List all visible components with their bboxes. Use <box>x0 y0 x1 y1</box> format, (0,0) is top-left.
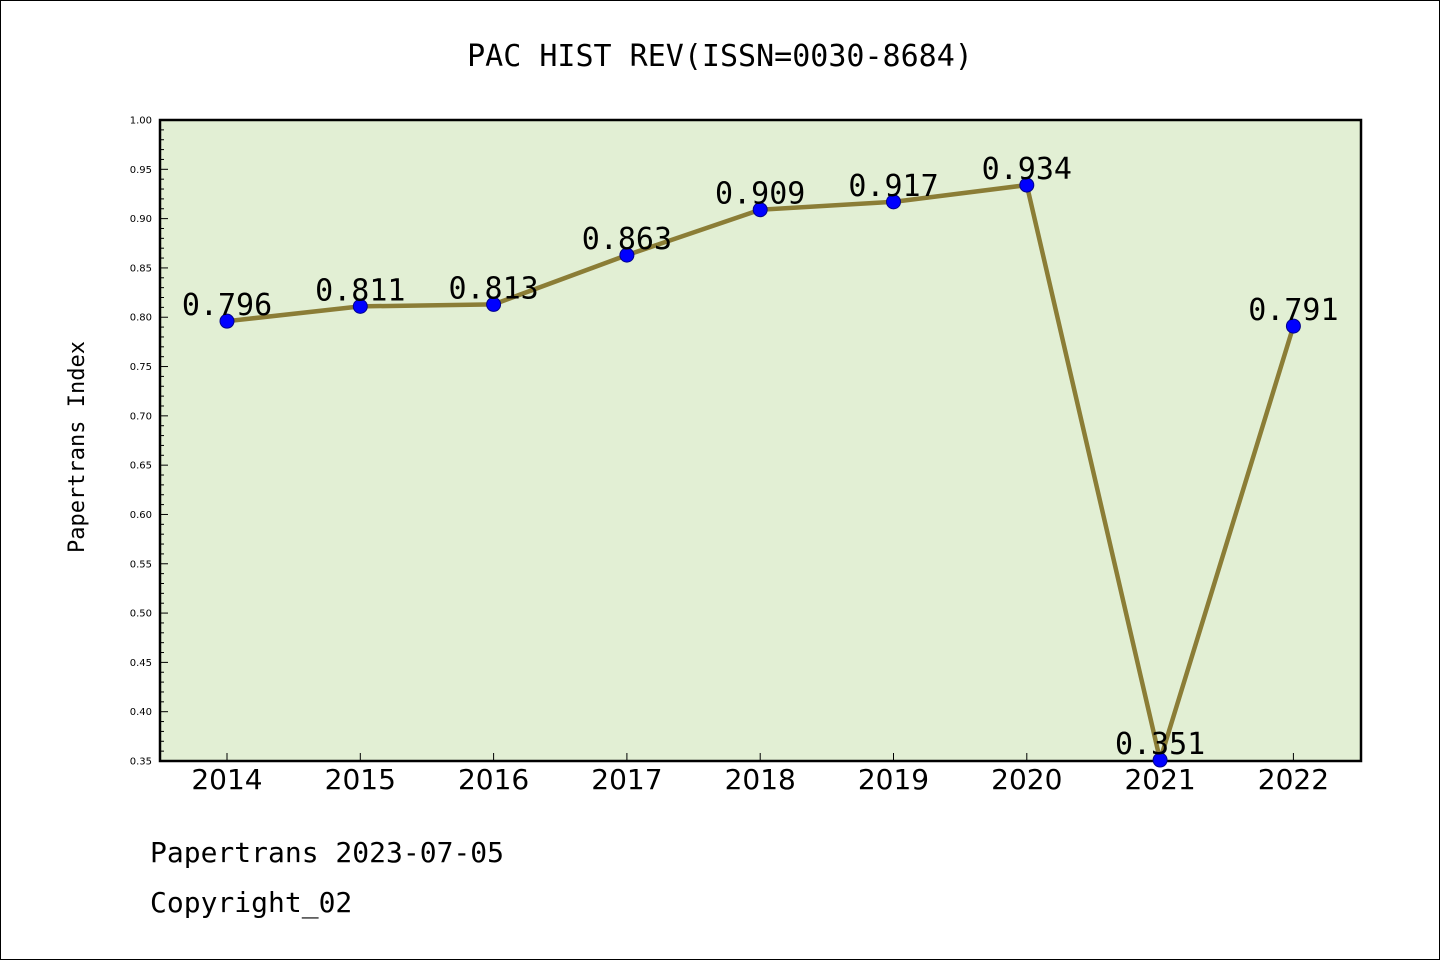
data-point <box>1152 752 1168 768</box>
data-point <box>886 194 901 210</box>
y-tick-label: 0.50 <box>130 609 152 620</box>
y-tick-label: 0.45 <box>130 658 152 669</box>
plot-area <box>158 118 1363 763</box>
y-tick-label: 0.65 <box>130 461 152 472</box>
x-tick-label: 2020 <box>991 763 1062 796</box>
y-tick-label: 0.40 <box>130 707 152 718</box>
data-point <box>219 313 235 329</box>
data-label: 0.909 <box>715 177 805 212</box>
y-axis-ticks: 0.35 0.40 0.45 0.50 0.55 0.60 0.65 0.70 0.75 0.80… <box>130 116 168 768</box>
data-labels: 0.796 0.811 0.813 0.863 0.909 0.917 0.934 0.351… <box>182 152 1339 762</box>
y-tick-label: 0.95 <box>130 165 152 176</box>
data-markers <box>219 177 1301 768</box>
data-label: 0.813 <box>448 271 538 306</box>
x-tick-label: 2021 <box>1124 763 1195 796</box>
y-tick-label: 0.85 <box>130 263 152 274</box>
x-tick-label: 2019 <box>858 763 929 796</box>
data-label: 0.811 <box>315 273 405 308</box>
y-tick-label: 0.60 <box>130 510 152 521</box>
y-tick-label: 0.55 <box>130 559 152 570</box>
x-tick-label: 2016 <box>458 763 529 796</box>
data-label: 0.917 <box>848 169 938 204</box>
x-tick-label: 2018 <box>725 763 796 796</box>
chart-title: PAC HIST REV(ISSN=0030-8684) <box>467 39 973 74</box>
footer-date: Papertrans 2023-07-05 <box>150 836 505 869</box>
y-tick-label: 0.90 <box>130 214 152 225</box>
data-label: 0.934 <box>982 152 1072 187</box>
y-tick-label: 1.00 <box>130 116 152 127</box>
data-point <box>619 247 635 263</box>
y-tick-label: 0.70 <box>130 411 152 422</box>
footer-copyright: Copyright_02 <box>150 886 353 919</box>
x-tick-label: 2014 <box>191 763 262 796</box>
data-point <box>1285 318 1301 334</box>
x-tick-label: 2015 <box>325 763 396 796</box>
y-tick-label: 0.80 <box>130 313 152 324</box>
x-tick-label: 2017 <box>591 763 662 796</box>
data-point <box>352 298 368 314</box>
data-label: 0.863 <box>582 222 672 257</box>
data-point <box>486 296 502 312</box>
y-axis-label: Papertrans Index <box>65 341 90 553</box>
data-label: 0.796 <box>182 288 272 323</box>
data-label: 0.791 <box>1248 293 1338 328</box>
data-label: 0.351 <box>1115 727 1205 762</box>
data-point <box>1019 177 1035 193</box>
data-point <box>752 202 768 218</box>
x-axis-ticks: 2014 2015 2016 2017 2018 2019 2020 2021 2022 <box>191 753 1329 796</box>
x-tick-label: 2022 <box>1258 763 1329 796</box>
y-tick-label: 0.35 <box>130 757 152 768</box>
y-tick-label: 0.75 <box>130 362 152 373</box>
